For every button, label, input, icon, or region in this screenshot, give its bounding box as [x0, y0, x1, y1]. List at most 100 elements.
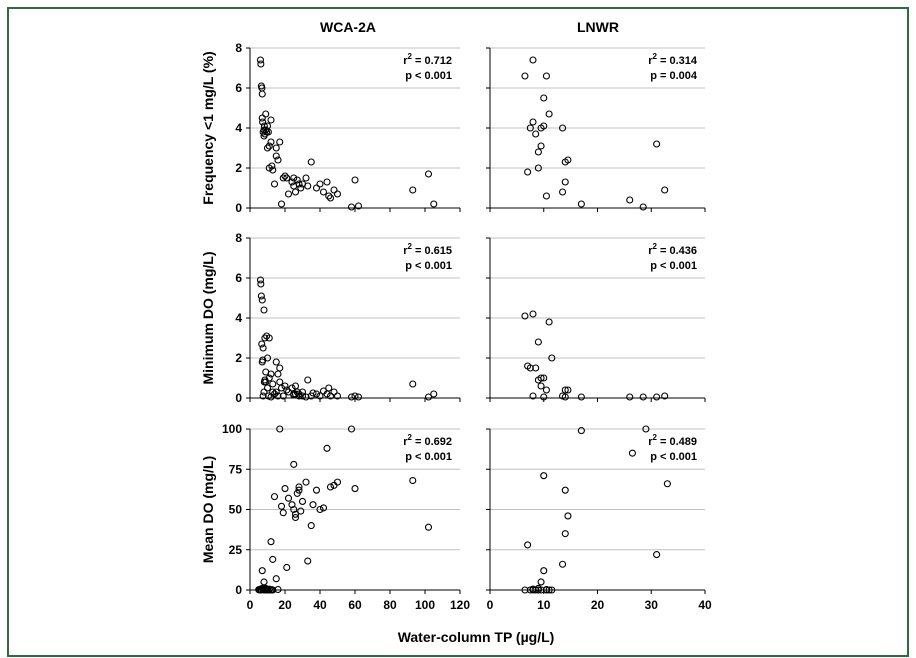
column-title-lnwr: LNWR: [577, 19, 619, 35]
data-point: [661, 392, 669, 400]
data-point: [291, 390, 300, 398]
data-point: [295, 486, 303, 494]
data-point: [309, 501, 317, 509]
data-point: [312, 184, 321, 192]
data-point: [277, 200, 286, 208]
x-tick-label: 0: [487, 598, 494, 612]
data-point: [274, 370, 282, 378]
y-tick-label: 8: [235, 231, 242, 245]
data-point: [642, 425, 650, 433]
data-point: [577, 200, 585, 208]
data-point: [526, 364, 534, 372]
data-point: [293, 388, 301, 396]
y-tick-label: 6: [235, 81, 242, 95]
data-point: [262, 110, 270, 118]
data-point: [542, 585, 550, 594]
data-point: [257, 60, 265, 68]
data-point: [545, 586, 553, 594]
data-point: [430, 390, 438, 398]
data-point: [326, 392, 335, 400]
data-point: [316, 392, 324, 400]
frame-border: [7, 7, 909, 657]
y-tick-label: 0: [235, 201, 242, 215]
data-point: [267, 370, 275, 378]
y-tick-label: 2: [235, 351, 242, 365]
x-tick-label: 20: [278, 598, 292, 612]
data-point: [537, 586, 545, 594]
data-point: [260, 578, 268, 586]
x-tick-label: 80: [383, 598, 397, 612]
data-point: [272, 358, 280, 366]
data-point: [295, 483, 303, 491]
data-point: [295, 390, 303, 398]
data-point: [263, 144, 272, 152]
data-point: [260, 388, 268, 396]
data-point: [354, 393, 363, 401]
data-point: [521, 72, 529, 80]
data-point: [291, 510, 300, 518]
data-point: [548, 586, 556, 594]
data-point: [312, 390, 321, 398]
data-point: [534, 148, 542, 156]
data-point: [290, 505, 298, 514]
panel-3: 0 2 4 6 8 Minimum DO (mg/L) r2 = 0.615 p < 0.00…: [200, 231, 461, 405]
data-point: [323, 178, 331, 186]
data-point: [577, 393, 585, 401]
data-point: [409, 476, 417, 485]
data-point: [269, 166, 277, 174]
data-point: [272, 144, 280, 152]
data-point: [326, 194, 335, 202]
data-point: [265, 374, 273, 382]
data-point: [326, 483, 335, 491]
data-point: [626, 393, 634, 401]
panel-6: 0 10 20 30 40 r2 = 0.489 p < 0.001: [486, 425, 712, 612]
data-point: [626, 196, 634, 204]
data-point: [564, 386, 572, 394]
data-point: [263, 354, 272, 362]
data-point: [325, 384, 333, 392]
data-point: [267, 138, 275, 146]
data-point: [542, 386, 550, 394]
data-point: [260, 306, 268, 314]
data-point: [333, 478, 342, 486]
data-point: [351, 176, 359, 184]
x-tick-label: 120: [450, 598, 470, 612]
data-point: [284, 494, 293, 502]
data-point: [628, 449, 636, 457]
data-point: [302, 478, 310, 486]
data-point: [297, 507, 305, 515]
x-tick-label: 40: [698, 598, 712, 612]
data-point: [304, 557, 312, 565]
data-point: [540, 374, 548, 382]
y-tick-label: 8: [235, 41, 242, 55]
data-point: [258, 114, 266, 122]
data-point: [291, 188, 300, 196]
data-point: [351, 485, 359, 493]
data-point: [270, 390, 279, 398]
data-point: [559, 124, 567, 132]
data-point: [259, 344, 267, 352]
data-point: [542, 72, 550, 80]
data-point: [307, 158, 315, 166]
data-point: [323, 444, 331, 452]
panel-4: r2 = 0.436 p < 0.001: [486, 237, 706, 402]
r-squared-annotation: r2 = 0.615: [403, 242, 452, 257]
panel-2: r2 = 0.314 p = 0.004: [486, 47, 706, 212]
data-point: [297, 184, 305, 192]
data-point: [325, 192, 333, 200]
data-point: [333, 190, 342, 198]
y-tick-label: 25: [229, 543, 243, 557]
data-point: [276, 378, 284, 386]
data-point: [269, 388, 277, 396]
p-value-annotation: p < 0.001: [405, 70, 452, 82]
data-point: [529, 118, 537, 126]
data-point: [312, 486, 321, 494]
data-point: [653, 551, 661, 559]
data-point: [347, 203, 356, 211]
data-point: [274, 156, 282, 164]
y-axis-label: Frequency <1 mg/L (%): [200, 51, 216, 204]
panel-1: 0 2 4 6 8 Frequency <1 mg/L (%) r2 = 0.712 p < …: [200, 41, 461, 215]
r-squared-annotation: r2 = 0.692: [403, 433, 452, 448]
data-point: [265, 142, 273, 150]
data-point: [259, 118, 267, 126]
